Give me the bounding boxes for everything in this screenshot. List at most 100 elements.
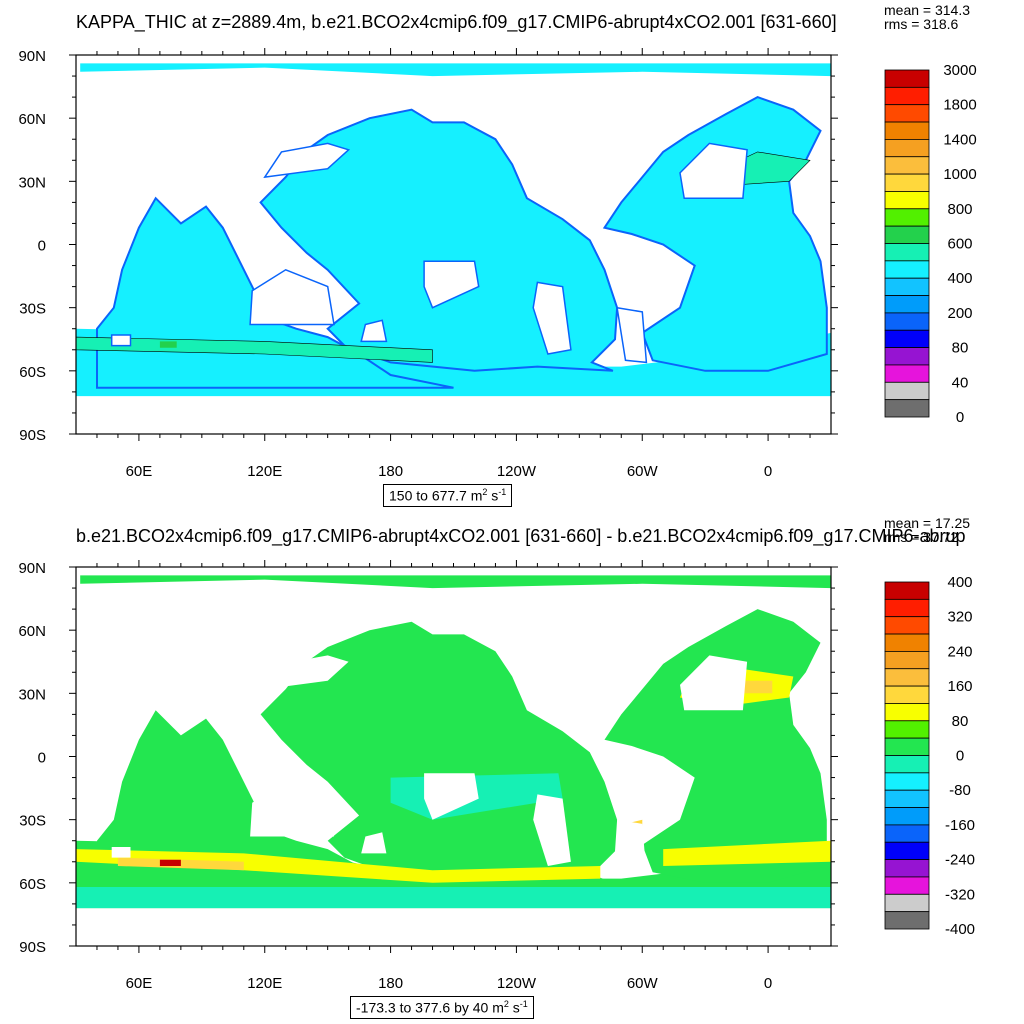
y-tick-label: 60N [18, 111, 46, 128]
colorbar-label: -240 [945, 852, 975, 869]
colorbar-swatch [884, 789, 930, 808]
panel1-map: 60E 120E 180 120W 60W 0 90N 60N 30N 0 30S 60S 90S 300… [18, 48, 977, 480]
land-island [111, 847, 131, 858]
land-island [263, 142, 351, 179]
x-tick-label: 120W [497, 463, 537, 480]
green-spot [159, 341, 177, 348]
y-tick-label: 60N [18, 623, 46, 640]
x-tick-label: 0 [764, 463, 772, 480]
colorbar-swatch [884, 138, 930, 158]
colorbar-label: 160 [947, 678, 972, 695]
panel2-map: 60E 120E 180 120W 60W 0 90N 60N 30N 0 30S 60S 90S 400… [18, 560, 975, 992]
colorbar-swatch [884, 703, 930, 722]
y-tick-label: 30N [18, 686, 46, 703]
pacific-basin [260, 621, 618, 883]
colorbar-swatch [884, 911, 930, 930]
colorbar-label: 400 [947, 574, 972, 591]
panel1-range-label: 150 to 677.7 m2 s-1 [383, 484, 513, 507]
land-island [617, 819, 647, 875]
colorbar-label: -80 [949, 782, 971, 799]
x-tick-label: 60W [627, 463, 659, 480]
colorbar-label: 1000 [943, 166, 976, 183]
colorbar-label: 0 [956, 409, 964, 426]
colorbar-swatch [884, 364, 930, 383]
colorbar-swatch [884, 876, 930, 895]
colorbar-swatch [884, 824, 930, 843]
colorbar-swatch [884, 581, 930, 600]
x-tick-label: 120E [247, 975, 282, 992]
panel2-rms: rms = 37.72 [884, 529, 959, 545]
colorbar-swatch [884, 399, 930, 418]
colorbar-swatch [884, 243, 930, 262]
colorbar-swatch [884, 295, 930, 314]
panel1-mean: mean = 314.3 [884, 2, 971, 18]
antarctic-margin [76, 887, 831, 909]
colorbar-swatch [884, 616, 930, 635]
panel2-range-label: -173.3 to 377.6 by 40 m2 s-1 [350, 996, 534, 1019]
panel2-title: b.e21.BCO2x4cmip6.f09_g17.CMIP6-abrupt4x… [76, 526, 966, 546]
colorbar-label: 600 [947, 236, 972, 253]
colorbar-swatch [884, 755, 930, 774]
colorbar-label: 80 [952, 713, 969, 730]
colorbar-label: 200 [947, 305, 972, 322]
colorbar-label: 320 [947, 609, 972, 626]
panel1-rms: rms = 318.6 [884, 16, 959, 32]
land-island [532, 281, 572, 355]
colorbar-swatch [884, 650, 930, 670]
colorbar-swatch [884, 156, 930, 175]
colorbar-swatch [884, 260, 930, 279]
x-tick-label: 120E [247, 463, 282, 480]
colorbar-label: 240 [947, 643, 972, 660]
colorbar-label: 400 [947, 270, 972, 287]
arctic-basin [80, 63, 831, 77]
sh-yellow-band [76, 849, 601, 883]
land-island [361, 832, 387, 854]
colorbar-label: 1400 [943, 131, 976, 148]
colorbar-label: -160 [945, 817, 975, 834]
x-tick-label: 60E [126, 975, 153, 992]
field-layer [76, 63, 831, 397]
colorbar-swatch [884, 381, 930, 401]
y-tick-label: 0 [38, 750, 46, 767]
colorbar-swatch [884, 893, 930, 913]
colorbar-swatch [884, 121, 930, 140]
x-tick-label: 120W [497, 975, 537, 992]
land-island [250, 781, 334, 837]
land-island [616, 306, 648, 364]
colorbar-swatch [884, 772, 930, 791]
colorbar-swatch [884, 598, 930, 618]
y-tick-label: 30S [19, 813, 46, 830]
pacific-basin [259, 108, 619, 372]
colorbar-swatch [884, 633, 930, 652]
x-tick-label: 180 [378, 463, 403, 480]
field-layer [76, 575, 831, 909]
colorbar-swatch [884, 347, 930, 366]
x-tick-label: 60E [126, 463, 153, 480]
x-tick-label: 180 [378, 975, 403, 992]
colorbar-swatch [884, 86, 930, 106]
panel1-title: KAPPA_THIC at z=2889.4m, b.e21.BCO2x4cmi… [76, 12, 837, 32]
colorbar: 400 320 240 160 80 0 -80 -160 -240 -320 -400 [884, 574, 975, 938]
y-tick-label: 60S [19, 364, 46, 381]
colorbar-swatch [884, 807, 930, 826]
colorbar-swatch [884, 208, 930, 227]
colorbar-swatch [884, 841, 930, 861]
colorbar-swatch [884, 668, 930, 687]
colorbar-label: -400 [945, 921, 975, 938]
y-tick-label: 30S [19, 301, 46, 318]
colorbar-swatch [884, 173, 930, 192]
colorbar-swatch [884, 737, 930, 756]
panel1-stats: mean = 314.3 rms = 318.6 [884, 3, 970, 31]
colorbar-swatch [884, 191, 930, 210]
colorbar-swatch [884, 312, 930, 331]
colorbar-label: 1800 [943, 97, 976, 114]
land-island [424, 773, 479, 820]
y-tick-label: 0 [38, 238, 46, 255]
land-island [249, 268, 335, 326]
colorbar-label: 40 [952, 374, 969, 391]
land-island [110, 334, 132, 347]
colorbar-swatch [884, 685, 930, 704]
colorbar-label: -320 [945, 886, 975, 903]
x-tick-label: 60W [627, 975, 659, 992]
